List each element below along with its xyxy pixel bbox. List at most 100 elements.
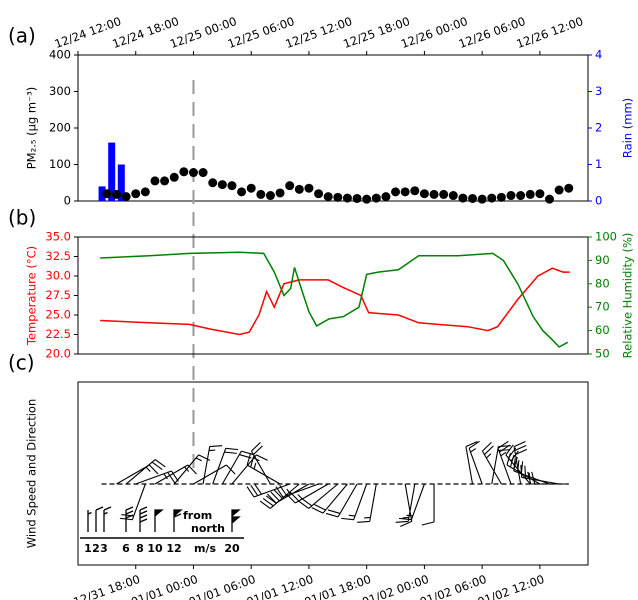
y-tick-label: 22.5 [45, 327, 71, 341]
key-label: 6 [122, 542, 130, 555]
pm-point [227, 181, 237, 191]
wind-barb [119, 483, 146, 521]
key-label: 12 [166, 542, 181, 555]
wind-barb [325, 483, 358, 518]
wind-barb [275, 483, 319, 498]
plot-frame [77, 381, 589, 566]
y-tick-label: 300 [49, 84, 71, 98]
pm-point [102, 189, 112, 199]
pm-point [381, 192, 391, 202]
key-label: 10 [147, 542, 163, 555]
y-tick-label: 35.0 [45, 230, 71, 244]
pm-point [429, 189, 439, 199]
key-label: 8 [136, 542, 144, 555]
wind-barb [135, 470, 179, 485]
pm-point [169, 172, 179, 182]
wind-barb [395, 483, 416, 523]
pm-point [506, 191, 516, 201]
wind-barb [400, 483, 413, 527]
key-note: from north [183, 509, 225, 535]
pm-point [333, 192, 343, 202]
plot-frame [77, 236, 589, 355]
pm-point [131, 189, 141, 199]
y-tick-label: 20.0 [45, 347, 71, 361]
y2-tick-label: 80 [595, 276, 610, 290]
pm-point [256, 189, 266, 199]
key-label: 20 [224, 542, 240, 555]
pm-point [468, 193, 478, 203]
panel-label: (a) [8, 24, 36, 48]
key-barb [95, 506, 104, 532]
key-barb [103, 506, 112, 532]
wind-barb [212, 447, 239, 485]
key-barb [154, 509, 164, 532]
pm-point [525, 189, 535, 199]
pm-point [217, 180, 227, 190]
y-tick-label: 100 [49, 157, 71, 171]
panel-label: (b) [8, 206, 36, 230]
pm-point [564, 183, 574, 193]
wind-barb [116, 464, 159, 485]
pm-point [487, 193, 497, 203]
pm-point [400, 187, 410, 197]
y-tick-label: 27.5 [45, 288, 71, 302]
pm-point [275, 188, 285, 198]
wind-barb [311, 483, 348, 514]
key-barb [87, 510, 92, 532]
pm-point [362, 194, 372, 204]
pm-point [198, 168, 208, 178]
y2-tick-label: 100 [595, 230, 617, 244]
panel-label: (c) [8, 351, 35, 375]
pm-point [237, 187, 247, 197]
pm-point [111, 189, 121, 199]
pm-point [448, 191, 458, 201]
wind-barb [286, 483, 329, 504]
pm-point [477, 194, 487, 204]
y-tick-label: 32.5 [45, 249, 71, 263]
rain-bar [108, 142, 116, 201]
wind-barb [398, 483, 425, 521]
pm-point [371, 193, 381, 203]
pm-point [285, 181, 295, 191]
pm-point [496, 192, 506, 202]
pm-point [179, 167, 189, 177]
pm-point [554, 185, 564, 195]
wind-barb [173, 454, 211, 485]
wind-barb [250, 442, 271, 485]
key-barb [231, 509, 241, 532]
y2-axis-label: Rain (mm) [621, 98, 635, 158]
series-line [100, 267, 570, 336]
key-unit: m/s [194, 542, 216, 555]
key-barb [125, 506, 134, 532]
y2-tick-label: 60 [595, 323, 610, 337]
key-barb [139, 506, 148, 532]
wind-barb [468, 440, 483, 485]
wind-barb [246, 483, 290, 498]
y2-tick-label: 0 [595, 194, 602, 208]
y-tick-label: 25.0 [45, 308, 71, 322]
y2-tick-label: 70 [595, 300, 610, 314]
x-tick-label: 01/02 12:00 [476, 572, 547, 600]
wind-barb [341, 483, 368, 521]
wind-barb [202, 445, 223, 485]
y-tick-label: 0 [64, 194, 71, 208]
y2-tick-label: 90 [595, 253, 610, 267]
wind-barb [497, 440, 512, 485]
pm-point [391, 187, 401, 197]
y2-tick-label: 3 [595, 84, 602, 98]
y-tick-label: 30.0 [45, 269, 71, 283]
wind-barb [246, 452, 281, 485]
pm-point [419, 189, 429, 199]
wind-barb [520, 464, 560, 485]
y-axis-label: Wind Speed and Direction [25, 399, 39, 549]
pm-point [342, 193, 352, 203]
y-tick-label: 400 [49, 48, 71, 62]
wind-barb [465, 441, 478, 485]
pm-point [410, 186, 420, 196]
rain-bar [98, 186, 106, 201]
y2-tick-label: 4 [595, 48, 602, 62]
pm-point [294, 184, 304, 194]
y2-axis-label: Relative Humidity (%) [621, 233, 635, 359]
pm-point [439, 189, 449, 199]
